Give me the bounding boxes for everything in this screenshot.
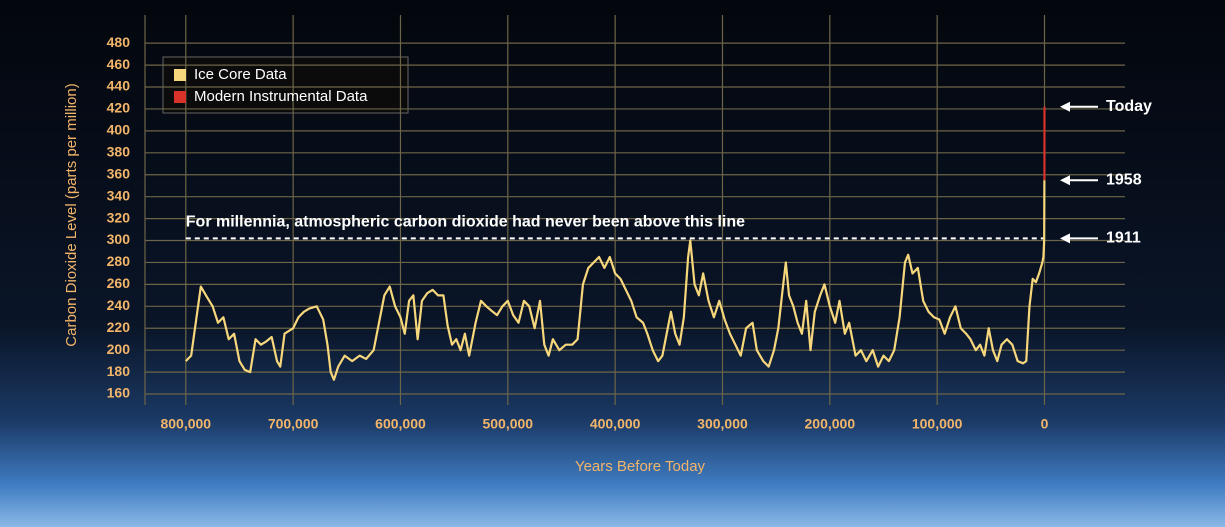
y-tick-label: 360: [107, 165, 131, 181]
arrow-head: [1060, 233, 1070, 244]
y-axis-title: Carbon Dioxide Level (parts per million): [63, 83, 80, 346]
y-tick-label: 440: [107, 78, 131, 94]
arrow-head: [1060, 175, 1070, 186]
y-tick-label: 240: [107, 297, 131, 313]
y-tick-label: 280: [107, 253, 131, 269]
y-tick-label: 320: [107, 209, 131, 225]
legend-swatch: [174, 91, 186, 103]
y-tick-label: 160: [107, 385, 131, 401]
annotation-label: 1958: [1106, 171, 1142, 188]
x-tick-label: 300,000: [697, 416, 748, 432]
annotation-label: 1911: [1106, 230, 1141, 247]
annotation-label: Today: [1106, 98, 1152, 115]
y-tick-label: 300: [107, 231, 131, 247]
arrow-head: [1060, 101, 1070, 112]
y-tick-label: 180: [107, 363, 131, 379]
x-tick-label: 700,000: [268, 416, 319, 432]
y-tick-label: 200: [107, 341, 131, 357]
y-tick-label: 400: [107, 122, 131, 138]
x-tick-label: 200,000: [805, 416, 856, 432]
x-tick-label: 400,000: [590, 416, 641, 432]
x-axis-title: Years Before Today: [575, 458, 706, 475]
y-tick-label: 340: [107, 187, 131, 203]
data-line: [185, 180, 1046, 381]
y-tick-label: 420: [107, 100, 131, 116]
x-tick-label: 600,000: [375, 416, 426, 432]
y-tick-label: 480: [107, 34, 131, 50]
reference-label: For millennia, atmospheric carbon dioxid…: [186, 214, 745, 231]
x-tick-label: 800,000: [160, 416, 211, 432]
x-tick-label: 0: [1041, 416, 1049, 432]
legend-box: [162, 56, 409, 114]
x-tick-label: 100,000: [912, 416, 963, 432]
y-tick-label: 380: [107, 144, 131, 160]
legend-swatch: [174, 69, 186, 81]
legend-label: Ice Core Data: [194, 66, 287, 83]
legend-label: Modern Instrumental Data: [194, 88, 368, 105]
x-tick-label: 500,000: [482, 416, 533, 432]
y-tick-label: 260: [107, 275, 131, 291]
y-tick-label: 460: [107, 56, 131, 72]
y-tick-label: 220: [107, 319, 131, 335]
